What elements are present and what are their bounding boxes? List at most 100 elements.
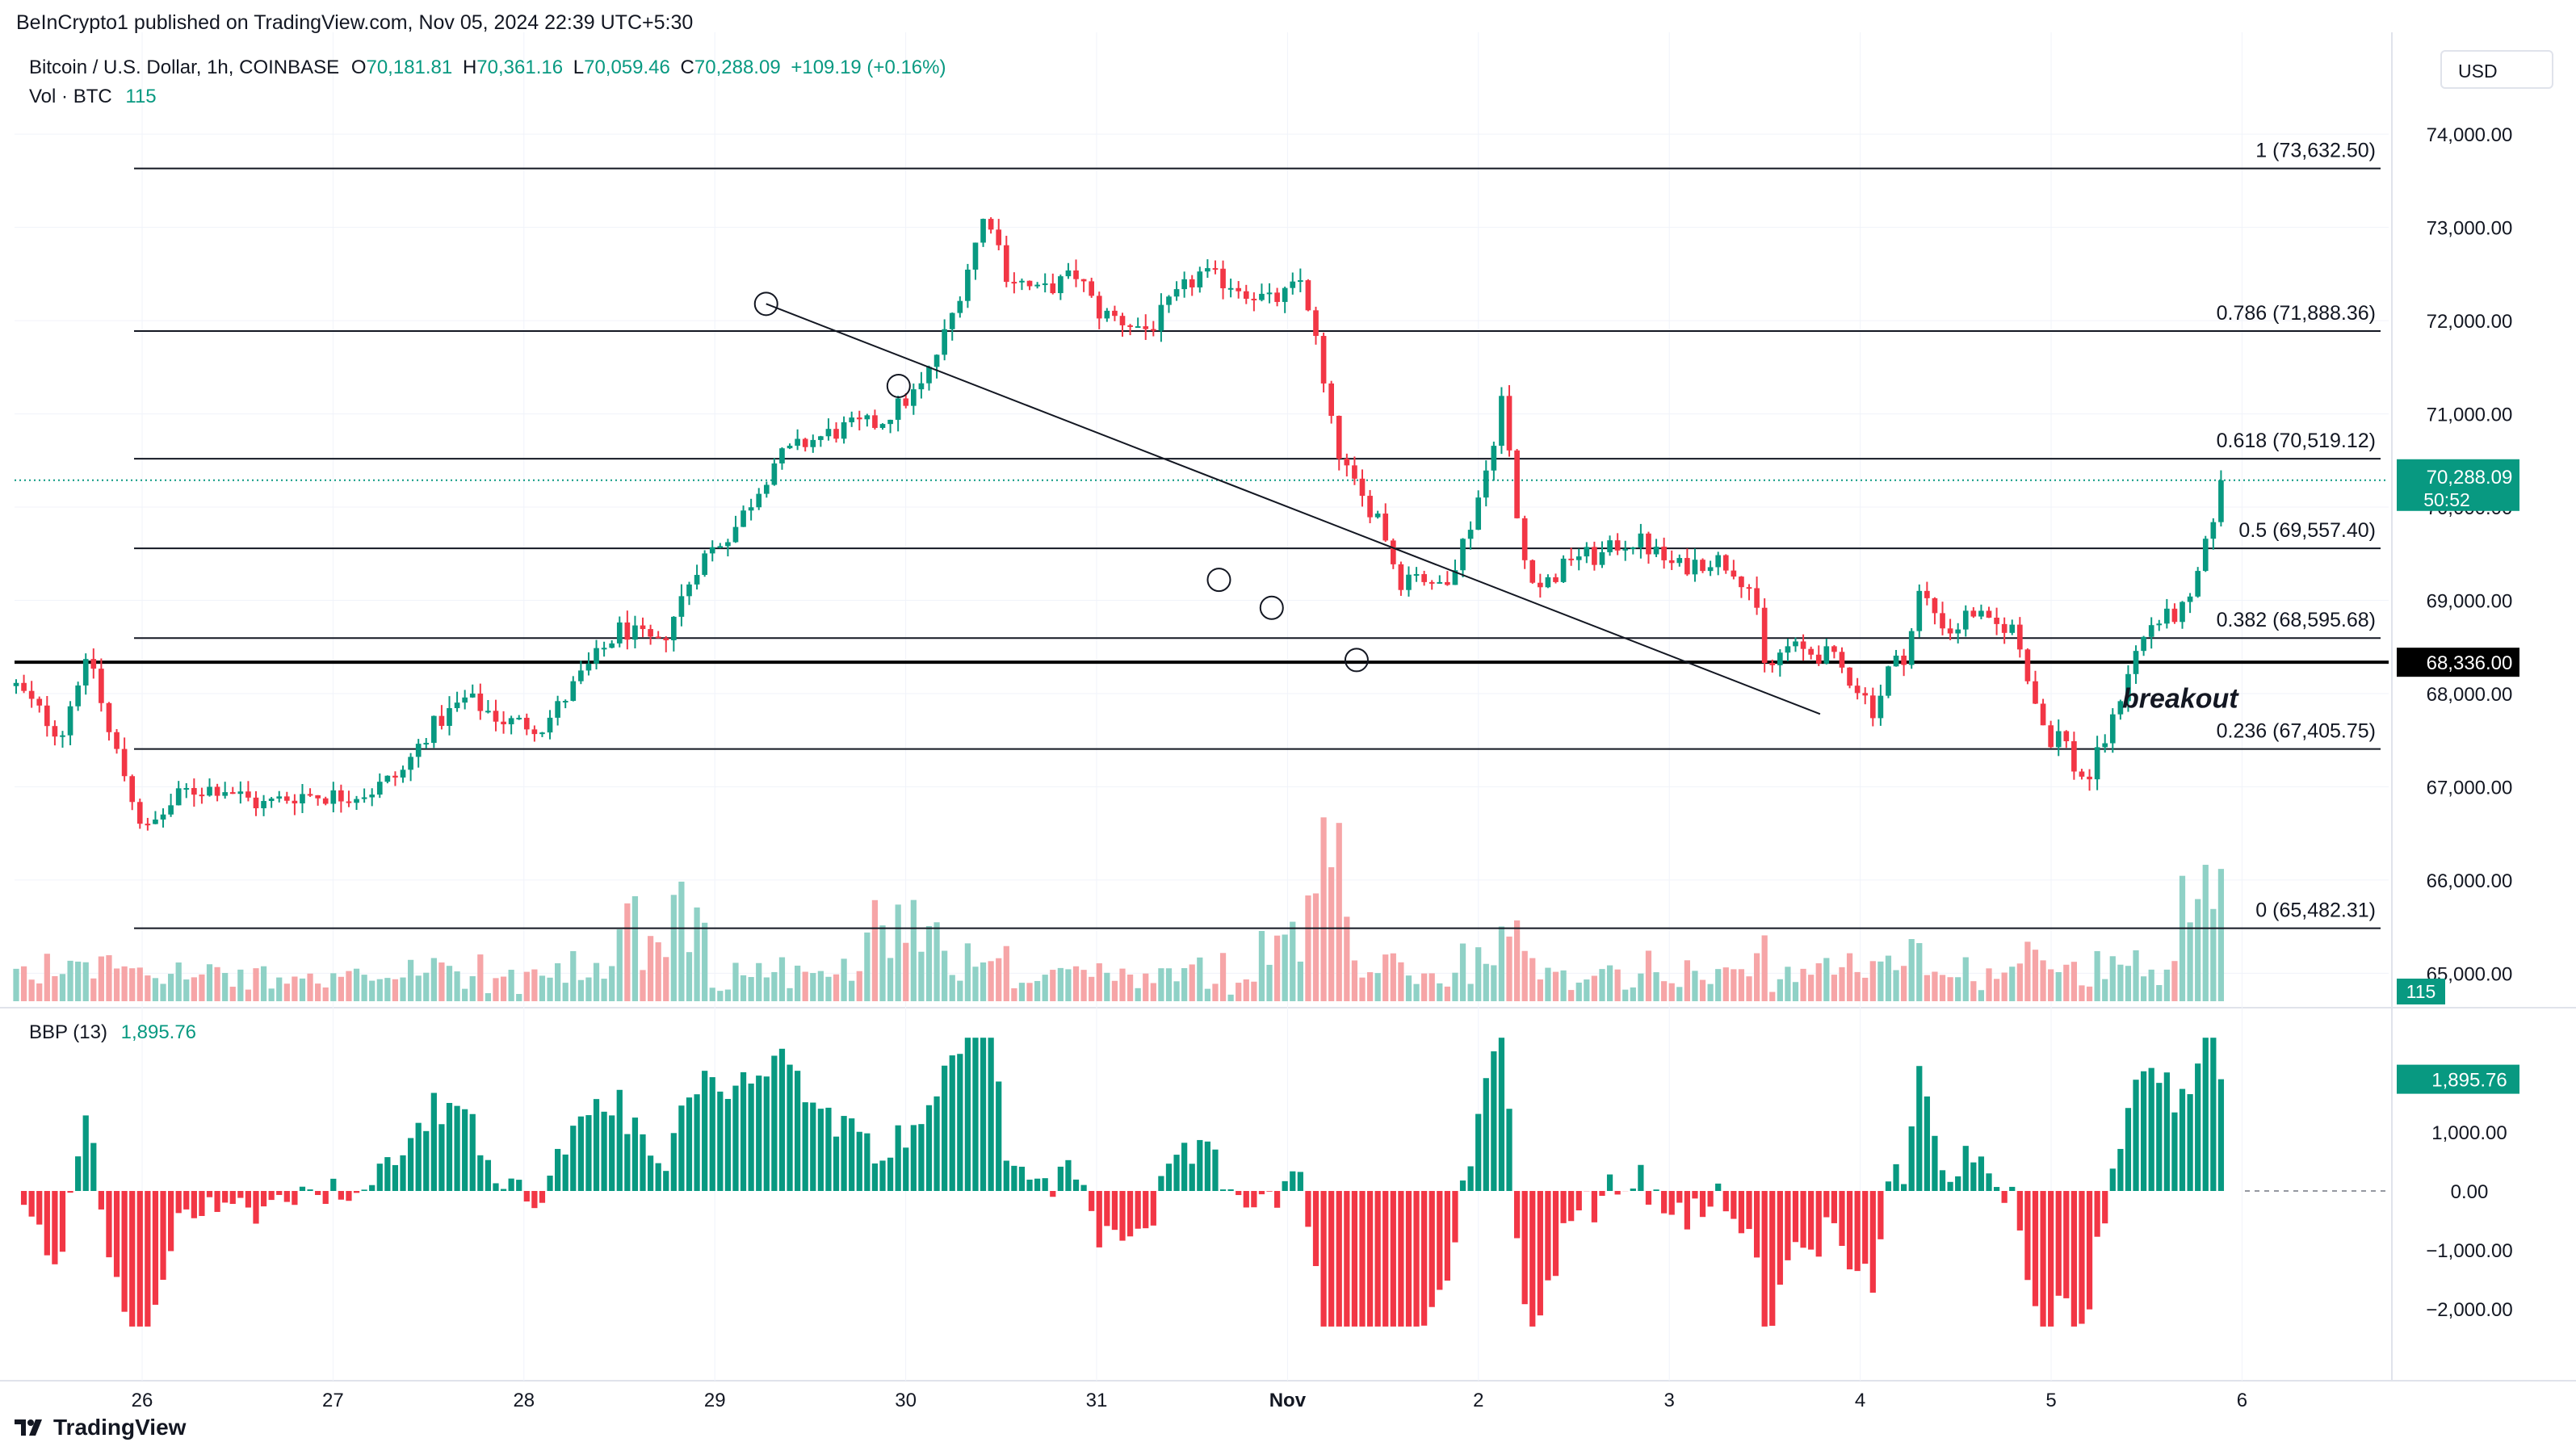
- bbp-bar: [1452, 1191, 1458, 1243]
- candle-body: [1592, 547, 1597, 565]
- volume-bar: [376, 979, 383, 1001]
- candle-body: [1707, 567, 1714, 572]
- volume-bar: [694, 907, 700, 1001]
- bbp-bar: [756, 1076, 762, 1191]
- symbol-legend[interactable]: Bitcoin / U.S. Dollar, 1h, COINBASE O70,…: [29, 57, 946, 79]
- candle-body: [2148, 625, 2154, 637]
- candle-body: [90, 659, 97, 669]
- volume-bar: [407, 959, 414, 1001]
- time-tick-label: 3: [1664, 1390, 1675, 1411]
- volume-bar: [972, 967, 979, 1001]
- volume-tag-label: 115: [2406, 981, 2436, 1002]
- candle-body: [879, 424, 886, 428]
- bbp-bar: [1684, 1191, 1690, 1230]
- volume-bar: [1165, 968, 1173, 1001]
- tradingview-logo[interactable]: TradingView: [15, 1415, 186, 1440]
- bbp-bar: [1227, 1189, 1234, 1191]
- bbp-bar: [910, 1125, 917, 1191]
- volume-bar: [469, 976, 476, 1001]
- bbp-bar: [1135, 1191, 1141, 1229]
- bbp-bar: [454, 1105, 460, 1191]
- bbp-bar: [307, 1189, 313, 1191]
- volume-bar: [1707, 983, 1714, 1001]
- volume-bar: [555, 962, 561, 1001]
- candle-body: [1266, 292, 1273, 295]
- volume-bar: [2217, 869, 2225, 1001]
- volume-bar: [1753, 953, 1760, 1001]
- open-label: O: [350, 57, 367, 78]
- volume-legend[interactable]: Vol · BTC 115: [29, 86, 157, 108]
- candle-body: [1538, 582, 1543, 588]
- candle-body: [771, 463, 778, 485]
- volume-bar: [1421, 973, 1428, 1001]
- candle-body: [1962, 610, 1969, 630]
- candle-body: [547, 717, 553, 733]
- bbp-bar: [570, 1126, 577, 1191]
- time-tick-label: 27: [322, 1390, 344, 1411]
- candle-body: [918, 383, 925, 390]
- candle-body: [1406, 574, 1412, 590]
- candle-body: [1143, 326, 1149, 329]
- bbp-bar: [833, 1136, 840, 1191]
- volume-bar: [485, 993, 492, 1001]
- bbp-bar: [871, 1163, 879, 1191]
- volume-bar: [82, 962, 89, 1001]
- candle-body: [562, 701, 568, 703]
- candle-body: [740, 510, 746, 527]
- bbp-bar: [631, 1117, 639, 1191]
- trendline[interactable]: breakout: [753, 291, 2240, 715]
- volume-bar: [1034, 980, 1041, 1001]
- bbp-bar: [1236, 1191, 1242, 1196]
- volume-bar: [2202, 865, 2209, 1001]
- bbp-bar: [1769, 1191, 1776, 1326]
- candle-body: [2009, 624, 2016, 633]
- volume-bar: [2195, 899, 2201, 1001]
- candle-body: [972, 242, 979, 270]
- candle-body: [369, 795, 375, 798]
- fib-level-label: 0.236 (67,405.75): [2217, 720, 2376, 743]
- candle-body: [539, 732, 545, 735]
- candle-body: [415, 744, 422, 757]
- candle-body: [1924, 590, 1930, 598]
- volume-bar: [1568, 990, 1575, 1001]
- candle-body: [1352, 465, 1357, 479]
- volume-bar: [423, 972, 430, 1001]
- bbp-bar: [1042, 1178, 1048, 1191]
- candle-body: [516, 717, 522, 719]
- bbp-bar: [1320, 1191, 1327, 1327]
- bbp-bar: [1413, 1191, 1420, 1327]
- volume-bar: [2040, 960, 2046, 1001]
- bbp-histogram: [20, 1038, 2389, 1327]
- bbp-bar: [1181, 1143, 1188, 1191]
- volume-bar: [1893, 970, 1899, 1001]
- bbp-bar: [1011, 1165, 1017, 1191]
- candle-body: [1793, 641, 1798, 647]
- candle-body: [1460, 539, 1466, 571]
- candle-body: [114, 732, 120, 749]
- low-value: 70,059.46: [584, 57, 670, 78]
- bbp-bar: [52, 1191, 58, 1264]
- bbp-bar: [500, 1189, 507, 1191]
- bbp-bar: [903, 1147, 909, 1191]
- candle-body: [60, 735, 65, 737]
- bbp-bar: [2063, 1191, 2070, 1298]
- volume-bar: [1661, 981, 1668, 1001]
- currency-button[interactable]: USD: [2440, 50, 2553, 89]
- candle-body: [686, 584, 692, 597]
- volume-bar: [778, 957, 786, 1001]
- bbp-bar: [199, 1191, 205, 1216]
- volume-bar: [763, 977, 770, 1001]
- price-axis[interactable]: 74,000.0073,000.0072,000.0071,000.0070,0…: [2397, 124, 2519, 1321]
- bbp-legend[interactable]: BBP (13) 1,895.76: [29, 1021, 196, 1044]
- time-axis[interactable]: 26 27 28 29 30 31 Nov 2 3 4 5 6: [132, 1390, 2247, 1411]
- volume-bar: [1792, 982, 1799, 1001]
- volume-bar: [1143, 973, 1149, 1001]
- volume-bar: [183, 979, 190, 1001]
- volume-bar: [1111, 980, 1118, 1001]
- candle-body: [1823, 646, 1830, 664]
- bbp-bar: [469, 1113, 476, 1191]
- volume-bar: [593, 962, 600, 1001]
- bbp-bar: [531, 1191, 538, 1209]
- bbp-bar: [477, 1155, 484, 1191]
- volume-bar: [980, 962, 987, 1001]
